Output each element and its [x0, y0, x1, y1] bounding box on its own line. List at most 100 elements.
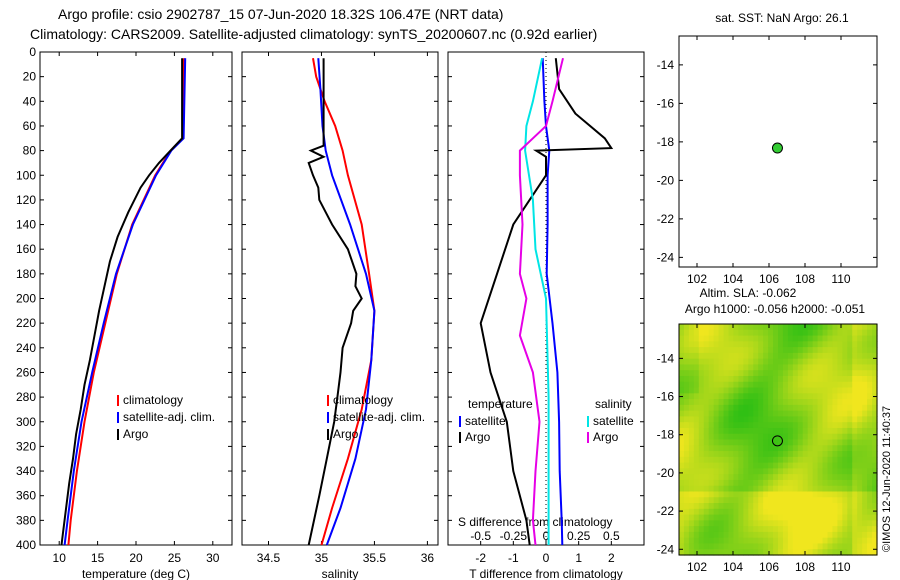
- sla-heatmap-cell: [703, 370, 710, 377]
- temperature-ytick-label: 280: [16, 390, 36, 404]
- sla-heatmap-cell: [807, 358, 814, 366]
- sla-heatmap-cell: [822, 543, 829, 550]
- sla-heatmap-cell: [872, 375, 878, 383]
- sla-heatmap-cell: [787, 451, 794, 458]
- sla-heatmap-cell: [852, 370, 858, 377]
- sla-heatmap-cell: [807, 456, 814, 464]
- sla-heatmap-cell: [768, 422, 774, 429]
- sla-heatmap-cell: [792, 526, 799, 533]
- sla-heatmap-cell: [837, 537, 843, 545]
- temperature-ytick-label: 260: [16, 365, 36, 379]
- sla-heatmap-cell: [708, 335, 715, 342]
- sla-heatmap-cell: [787, 456, 794, 464]
- sla-heatmap-cell: [827, 503, 834, 510]
- sla-heatmap-cell: [683, 508, 690, 516]
- sla-heatmap-cell: [758, 485, 764, 493]
- salinity-xtick-label: 35.5: [363, 551, 387, 565]
- sla-heatmap-cell: [718, 416, 725, 423]
- sla-heatmap-cell: [708, 416, 715, 423]
- sla-heatmap-cell: [862, 393, 868, 400]
- sla-heatmap-cell: [703, 352, 710, 360]
- sla-heatmap-cell: [812, 381, 819, 389]
- sla-heatmap-cell: [807, 352, 814, 360]
- sla-heatmap-cell: [778, 479, 784, 487]
- sla-heatmap-cell: [763, 352, 769, 360]
- sla-heatmap-cell: [827, 474, 834, 481]
- sla-heatmap-cell: [847, 531, 853, 539]
- sla-heatmap-cell: [827, 370, 834, 377]
- sla-heatmap-cell: [867, 381, 873, 389]
- sla-heatmap-cell: [842, 410, 848, 418]
- sla-heatmap-cell: [718, 497, 725, 504]
- sla-heatmap-cell: [842, 520, 848, 527]
- sla-heatmap-cell: [683, 485, 690, 493]
- sla-heatmap-cell: [698, 479, 705, 487]
- sla-heatmap-cell: [827, 526, 834, 533]
- sla-heatmap-cell: [832, 451, 838, 458]
- sla-heatmap-cell: [867, 341, 873, 348]
- temperature-ytick-label: 120: [16, 193, 36, 207]
- sla-heatmap-cell: [862, 364, 868, 371]
- sla-heatmap-cell: [683, 520, 690, 527]
- sla-heatmap-cell: [743, 433, 749, 441]
- sla-heatmap-cell: [817, 531, 824, 539]
- sla-heatmap-cell: [867, 393, 873, 400]
- sla-heatmap-cell: [817, 497, 824, 504]
- sla-heatmap-cell: [773, 503, 779, 510]
- sla-heatmap-cell: [728, 508, 735, 516]
- sla-heatmap-cell: [748, 393, 754, 400]
- sla-heatmap-cell: [802, 497, 809, 504]
- sla-heatmap-cell: [787, 347, 794, 354]
- sla-heatmap-cell: [822, 503, 829, 510]
- sla-heatmap-cell: [743, 537, 749, 545]
- sla-heatmap-cell: [867, 497, 873, 504]
- sla-heatmap-cell: [872, 433, 878, 441]
- sla-heatmap-cell: [827, 399, 834, 406]
- sla-heatmap-cell: [698, 543, 705, 550]
- sla-heatmap-cell: [698, 341, 705, 348]
- sla_map-xtick-label: 102: [687, 560, 707, 574]
- sla-heatmap-cell: [683, 335, 690, 342]
- sla-heatmap-cell: [708, 427, 715, 435]
- salinity-frame: [241, 51, 439, 546]
- sla-heatmap-cell: [842, 537, 848, 545]
- sla-heatmap-cell: [679, 451, 685, 458]
- sla-heatmap-cell: [733, 531, 739, 539]
- sla-heatmap-cell: [778, 514, 784, 521]
- sla-heatmap-cell: [792, 497, 799, 504]
- sla-heatmap-cell: [773, 543, 779, 550]
- sla-heatmap-cell: [802, 341, 809, 348]
- sla-heatmap-cell: [773, 393, 779, 400]
- sla-heatmap-cell: [688, 549, 695, 556]
- sla-heatmap-cell: [787, 341, 794, 348]
- sla-heatmap-cell: [683, 503, 690, 510]
- sla-heatmap-cell: [698, 329, 705, 337]
- sla-heatmap-cell: [802, 399, 809, 406]
- sla-heatmap-cell: [733, 468, 739, 475]
- salinity-xtick-label: 34.5: [257, 551, 281, 565]
- sla-heatmap-cell: [693, 387, 700, 394]
- sla-heatmap-cell: [827, 439, 834, 446]
- sla-heatmap-cell: [743, 381, 749, 389]
- sla-heatmap-cell: [837, 445, 843, 452]
- sla-heatmap-cell: [847, 410, 853, 418]
- sla-heatmap-cell: [862, 526, 868, 533]
- sla-heatmap-cell: [748, 433, 754, 441]
- sla-heatmap-cell: [703, 549, 710, 556]
- sla-heatmap-cell: [842, 358, 848, 366]
- sla-heatmap-cell: [688, 422, 695, 429]
- sla-heatmap-cell: [738, 485, 744, 493]
- differences-top-tick-label: 0.5: [603, 529, 620, 543]
- sla-heatmap-cell: [837, 456, 843, 464]
- sla-heatmap-cell: [792, 445, 799, 452]
- sla-heatmap-cell: [713, 497, 720, 504]
- sla-heatmap-cell: [867, 520, 873, 527]
- sla-heatmap-cell: [867, 531, 873, 539]
- sla-heatmap-cell: [713, 451, 720, 458]
- sla-heatmap-cell: [802, 370, 809, 377]
- sla-heatmap-cell: [862, 531, 868, 539]
- sla-heatmap-cell: [738, 427, 744, 435]
- sla-heatmap-cell: [748, 468, 754, 475]
- sla-heatmap-cell: [857, 404, 863, 412]
- sla-heatmap-cell: [827, 347, 834, 354]
